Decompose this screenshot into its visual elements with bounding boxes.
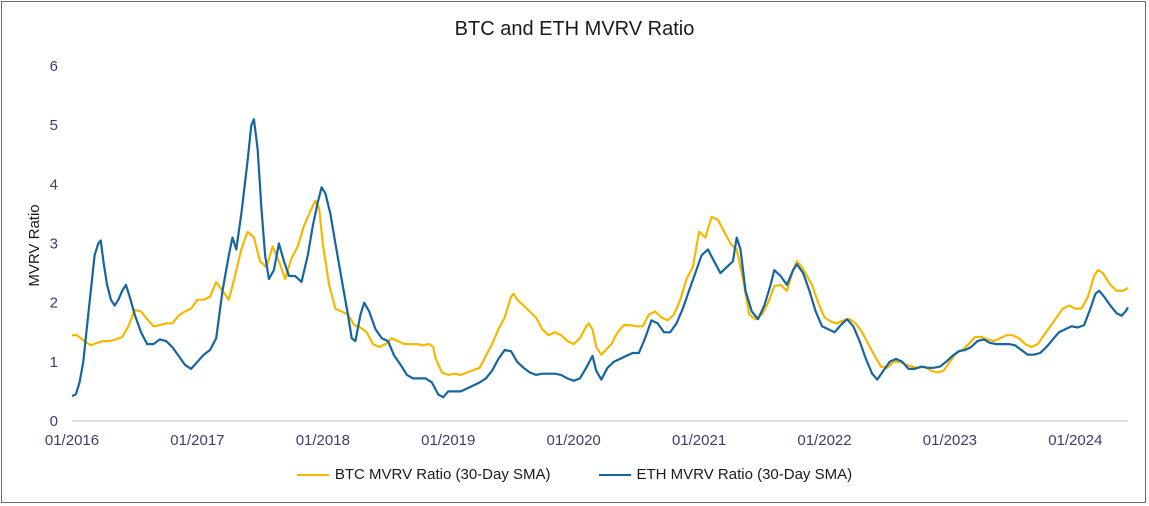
y-tick-label: 0 (50, 413, 58, 430)
x-tick-label: 01/2023 (923, 432, 977, 449)
y-tick-label: 3 (50, 236, 58, 253)
x-tick-label: 01/2020 (547, 432, 601, 449)
y-axis: 0 1 2 3 4 5 6 (50, 58, 58, 430)
x-tick-label: 01/2021 (672, 432, 726, 449)
chart-title: BTC and ETH MVRV Ratio (454, 18, 695, 40)
eth-series-line (71, 118, 1129, 399)
x-tick-label: 01/2017 (170, 432, 224, 449)
legend-item-eth: ETH MVRV Ratio (30-Day SMA) (598, 466, 853, 483)
y-tick-label: 2 (50, 295, 58, 312)
legend-label-eth: ETH MVRV Ratio (30-Day SMA) (636, 466, 853, 483)
series-group (71, 118, 1129, 399)
legend-swatch-eth (598, 473, 631, 476)
y-tick-label: 1 (50, 354, 58, 371)
x-tick-label: 01/2019 (421, 432, 475, 449)
y-axis-label: MVRV Ratio (26, 204, 43, 286)
legend: BTC MVRV Ratio (30-Day SMA) ETH MVRV Rat… (0, 466, 1149, 483)
legend-label-btc: BTC MVRV Ratio (30-Day SMA) (334, 466, 551, 483)
legend-swatch-btc (296, 473, 329, 476)
x-tick-label: 01/2016 (45, 432, 99, 449)
x-tick-label: 01/2024 (1048, 432, 1102, 449)
y-tick-label: 5 (50, 117, 58, 134)
y-tick-label: 4 (50, 176, 58, 193)
x-tick-label: 01/2018 (296, 432, 350, 449)
y-tick-label: 6 (50, 58, 58, 75)
x-tick-label: 01/2022 (797, 432, 851, 449)
legend-item-btc: BTC MVRV Ratio (30-Day SMA) (296, 466, 551, 483)
btc-series-line (72, 199, 1129, 376)
x-axis: 01/2016 01/2017 01/2018 01/2019 01/2020 01/20… (45, 432, 1103, 449)
